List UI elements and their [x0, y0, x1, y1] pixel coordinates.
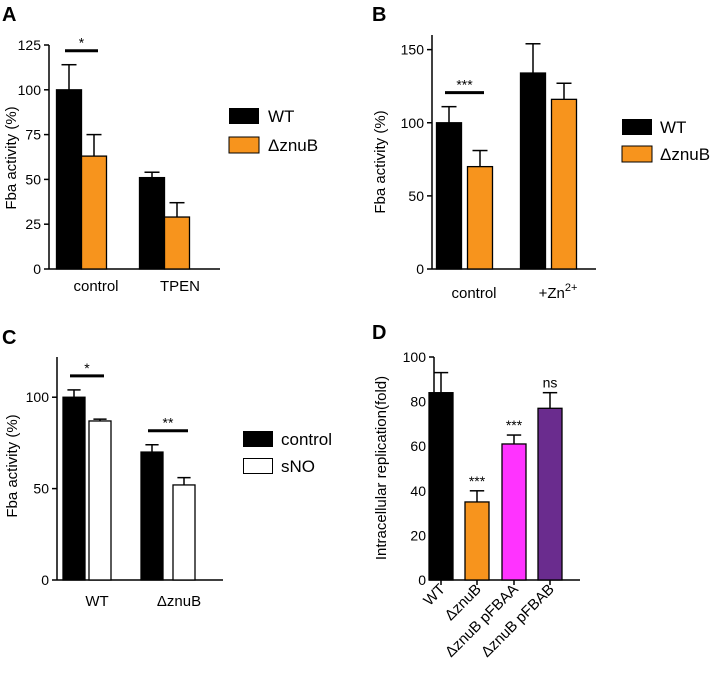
panel-d-y-tick-label: 80	[410, 394, 426, 410]
panel-d-bar-znub-pfbaa	[501, 443, 527, 581]
panel-a-y-tick-label: 100	[18, 82, 42, 98]
panel-b-category-label-sup: 2+	[565, 282, 578, 294]
panel-b-category-label: +Zn2+	[539, 282, 578, 302]
legend-swatch-wt	[229, 108, 259, 124]
panel-d-significance-label: ***	[506, 417, 523, 433]
panel-c-category-label: WT	[85, 593, 108, 610]
panel-a-bar-wt-tpen	[138, 176, 166, 270]
panel-d-significance-label: ns	[543, 375, 558, 391]
panel-c-significance-label: **	[163, 415, 174, 431]
panel-a-y-tick-label: 50	[25, 171, 41, 187]
legend-swatch-znub	[228, 136, 260, 154]
panel-b-category-label-base: +Zn	[539, 285, 565, 302]
panel-a-y-tick-label: 25	[25, 216, 41, 232]
legend-label-wt: WT	[268, 107, 294, 126]
panel-b-category-label: control	[451, 285, 496, 302]
panel-d-y-axis-label: Intracellular replication(fold)	[373, 376, 390, 560]
panel-c-bar-sno-wt	[88, 420, 112, 581]
panel-a-significance-label: *	[79, 35, 85, 51]
panel-b-bar-znub-zn2	[550, 98, 578, 270]
legend-swatch-sno	[243, 458, 273, 474]
panel-d-bar-znub	[464, 501, 490, 581]
panel-a-bar-wt-control	[55, 89, 83, 270]
panel-a-category-label: TPEN	[160, 278, 200, 295]
panel-a-bar-znub-control	[80, 155, 108, 270]
panel-b-y-tick-label: 100	[401, 115, 425, 131]
panel-a-category-label: control	[73, 278, 118, 295]
panel-b-y-tick-label: 0	[416, 261, 424, 277]
panel-d-bar-znub-pfbab	[537, 407, 563, 581]
panel-letter-d: D	[372, 322, 386, 344]
panel-letter-a: A	[2, 4, 16, 26]
panel-c-y-tick-label: 50	[33, 481, 49, 497]
panel-c: C 0 50 100 WT * ΔznuB ** Fba activity (%) cont…	[2, 327, 332, 610]
panel-b-y-tick-label: 150	[401, 42, 425, 58]
panel-b-y-tick-label: 50	[408, 188, 424, 204]
panel-b-bar-znub-control	[466, 165, 494, 270]
panel-d-bar-wt	[428, 392, 454, 581]
panel-c-y-axis-label: Fba activity (%)	[4, 414, 21, 517]
panel-b-bar-wt-zn2	[519, 72, 547, 270]
legend-swatch-znub	[621, 145, 653, 163]
panel-c-y-tick-label: 100	[26, 389, 50, 405]
panel-c-plot: 0 50 100 WT * ΔznuB **	[26, 357, 223, 610]
legend-label-wt: WT	[660, 118, 686, 137]
panel-c-bar-sno-znub	[172, 484, 196, 581]
legend-label-znub: ΔznuB	[268, 136, 318, 155]
panel-c-legend: control sNO	[243, 430, 332, 476]
panel-b-category-label-base: control	[451, 285, 496, 302]
legend-swatch-wt	[622, 119, 652, 135]
panel-a-y-axis-label: Fba activity (%)	[3, 106, 20, 209]
panel-a-y-tick-label: 125	[18, 37, 42, 53]
panel-c-category-label: ΔznuB	[157, 593, 201, 610]
panel-b-y-axis-label: Fba activity (%)	[372, 110, 389, 213]
panel-c-bar-control-znub	[140, 451, 164, 581]
panel-b-significance-label: ***	[456, 77, 473, 93]
panel-letter-c: C	[2, 327, 16, 349]
panel-d-y-tick-label: 100	[403, 349, 427, 365]
panel-letter-b: B	[372, 4, 386, 26]
panel-a-bar-znub-tpen	[163, 216, 191, 270]
legend-swatch-control	[243, 431, 273, 447]
legend-label-sno: sNO	[281, 457, 315, 476]
panel-a: A 0 25 50 75 100 125 control * TPEN Fba activity…	[2, 4, 318, 295]
legend-label-znub: ΔznuB	[660, 145, 710, 164]
panel-a-legend: WT ΔznuB	[228, 107, 318, 155]
panel-c-significance-label: *	[84, 360, 90, 376]
panel-d-y-tick-label: 60	[410, 438, 426, 454]
panel-d-y-tick-label: 20	[410, 527, 426, 543]
panel-a-y-tick-label: 75	[25, 127, 41, 143]
panel-c-y-tick-label: 0	[41, 572, 49, 588]
panel-b-bar-wt-control	[435, 122, 463, 270]
panel-d-significance-label: ***	[469, 473, 486, 489]
panel-b: B 0 50 100 150 control *** +Zn2+ Fba activity …	[372, 4, 710, 302]
panel-b-legend: WT ΔznuB	[621, 118, 710, 164]
panel-d-y-tick-label: 0	[418, 572, 426, 588]
panel-c-bar-control-wt	[62, 396, 86, 581]
legend-label-control: control	[281, 430, 332, 449]
panel-b-plot: 0 50 100 150 control *** +Zn2+	[401, 35, 596, 302]
panel-a-plot: 0 25 50 75 100 125 control * TPEN	[18, 35, 220, 295]
panel-a-y-tick-label: 0	[33, 261, 41, 277]
panel-d-y-tick-label: 40	[410, 483, 426, 499]
